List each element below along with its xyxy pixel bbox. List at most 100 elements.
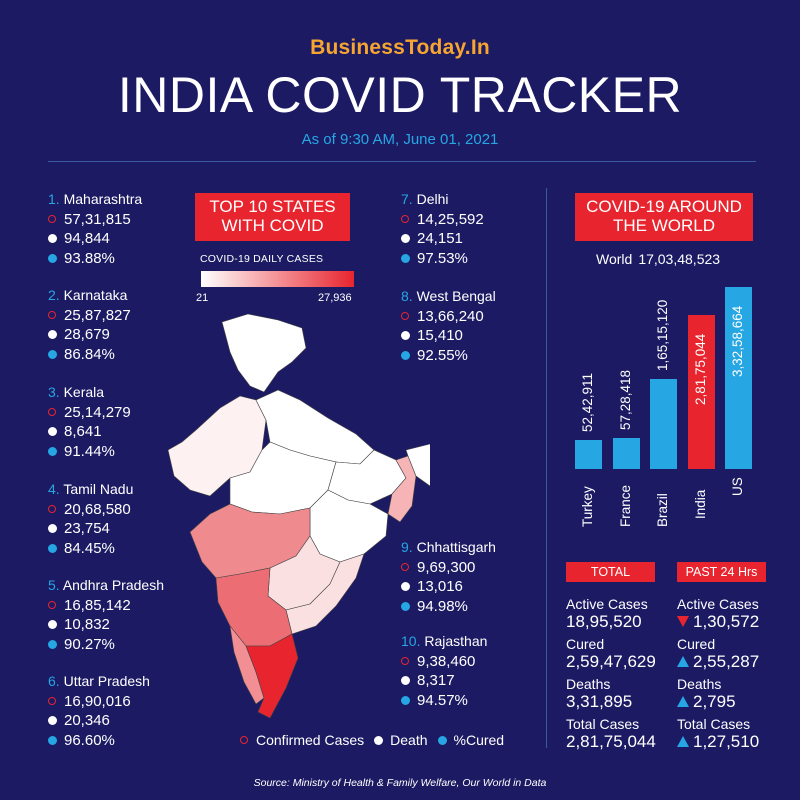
bar-value-label: 2,81,75,044 — [693, 333, 708, 405]
map-region-north — [221, 313, 307, 393]
state-cured: 92.55% — [417, 346, 468, 364]
state-cured: 86.84% — [64, 345, 115, 363]
page-title: INDIA COVID TRACKER — [117, 67, 683, 123]
state-confirmed: 57,31,815 — [64, 210, 131, 228]
legend-cured: %Cured — [453, 732, 505, 748]
up-arrow-icon — [677, 696, 689, 707]
cured-dot-icon — [401, 253, 410, 263]
death-dot-icon — [48, 620, 57, 630]
cured-dot-icon — [401, 695, 410, 705]
state-deaths: 24,151 — [417, 230, 463, 247]
confirmed-ring-icon — [48, 311, 56, 320]
total-active-label: Active Cases — [566, 596, 648, 612]
state-cured: 94.57% — [417, 691, 468, 709]
state-name: Rajasthan — [424, 633, 488, 649]
state-block: 9. Chhattisgarh 9,69,300 13,016 94.98% — [401, 538, 581, 616]
state-name: Delhi — [416, 191, 449, 207]
state-rank: 4. — [48, 481, 60, 497]
up-arrow-icon — [677, 736, 689, 747]
death-dot-icon — [401, 582, 410, 592]
state-deaths: 8,641 — [64, 423, 102, 440]
state-block: 5. Andhra Pradesh 16,85,142 10,832 90.27% — [48, 576, 228, 654]
past24-deaths-value: 2,795 — [693, 692, 736, 711]
world-value: 17,03,48,523 — [638, 251, 721, 267]
map-legend-min: 21 — [196, 292, 209, 304]
state-block: 2. Karnataka 25,87,827 28,679 86.84% — [48, 286, 228, 364]
state-rank: 10. — [401, 633, 421, 649]
state-confirmed: 16,85,142 — [64, 596, 131, 614]
state-block: 7. Delhi 14,25,592 24,151 97.53% — [401, 190, 581, 268]
cured-dot-icon — [48, 639, 57, 649]
bar-us — [725, 287, 752, 469]
world-title-box: COVID-19 AROUND THE WORLD — [575, 193, 753, 241]
state-confirmed: 16,90,016 — [64, 692, 131, 710]
state-confirmed: 9,69,300 — [417, 558, 476, 576]
cured-dot-icon — [437, 735, 447, 745]
state-cured: 97.53% — [417, 249, 468, 267]
state-block: 3. Kerala 25,14,279 8,641 91.44% — [48, 383, 228, 461]
top10-title-box: TOP 10 STATES WITH COVID — [195, 193, 350, 241]
confirmed-ring-icon — [401, 312, 409, 321]
death-dot-icon — [401, 234, 410, 244]
death-dot-icon — [48, 427, 57, 437]
state-rank: 2. — [48, 287, 60, 303]
cured-dot-icon — [48, 446, 57, 456]
bar-category-label: Turkey — [580, 485, 595, 527]
confirmed-ring-icon — [401, 657, 409, 666]
total-header: TOTAL — [566, 562, 655, 582]
cured-dot-icon — [48, 735, 57, 745]
cured-dot-icon — [401, 601, 410, 611]
past24-cases-label: Total Cases — [677, 716, 751, 732]
death-dot-icon — [401, 676, 410, 686]
bar-category-label: US — [730, 477, 745, 497]
state-confirmed: 20,68,580 — [64, 500, 131, 518]
death-dot-icon — [48, 524, 57, 534]
source-note: Source: Ministry of Health & Family Welf… — [253, 777, 547, 789]
confirmed-ring-icon — [48, 505, 56, 514]
death-dot-icon — [401, 331, 410, 341]
world-label: World — [596, 251, 633, 267]
death-dot-icon — [48, 330, 57, 340]
symbol-legend: Confirmed Cases Death %Cured — [240, 732, 514, 748]
past24-column: Active Cases 1,30,572 Cured 2,55,287 Dea… — [677, 596, 759, 752]
state-name: Tamil Nadu — [63, 481, 134, 497]
state-confirmed: 25,14,279 — [64, 403, 131, 421]
confirmed-ring-icon — [401, 215, 409, 224]
india-map — [167, 313, 430, 719]
state-cured: 93.88% — [64, 249, 115, 267]
state-block: 8. West Bengal 13,66,240 15,410 92.55% — [401, 287, 581, 365]
state-deaths: 94,844 — [64, 230, 110, 247]
death-dot-icon — [48, 234, 57, 244]
map-legend-title: COVID-19 DAILY CASES — [200, 253, 324, 265]
up-arrow-icon — [677, 656, 689, 667]
section-divider — [546, 188, 547, 748]
map-legend-gradient — [201, 271, 354, 287]
legend-death: Death — [390, 732, 428, 748]
state-confirmed: 9,38,460 — [417, 652, 476, 670]
past24-active-label: Active Cases — [677, 596, 759, 612]
brand-logo: BusinessToday.In — [310, 36, 490, 59]
total-cured-value: 2,59,47,629 — [566, 652, 656, 671]
confirmed-ring-icon — [48, 601, 56, 610]
bar-category-label: France — [618, 484, 633, 527]
bar-turkey — [575, 440, 602, 469]
state-confirmed: 25,87,827 — [64, 306, 131, 324]
state-deaths: 10,832 — [64, 616, 110, 633]
state-deaths: 28,679 — [64, 326, 110, 343]
total-column: Active Cases 18,95,520 Cured 2,59,47,629… — [566, 596, 656, 752]
death-dot-icon — [48, 716, 57, 726]
total-deaths-label: Deaths — [566, 676, 611, 692]
state-confirmed: 13,66,240 — [417, 307, 484, 325]
confirmed-ring-icon — [48, 215, 56, 224]
state-deaths: 13,016 — [417, 578, 463, 595]
past24-active-value: 1,30,572 — [693, 612, 760, 631]
state-block: 4. Tamil Nadu 20,68,580 23,754 84.45% — [48, 480, 228, 558]
state-rank: 9. — [401, 539, 413, 555]
bar-value-label: 3,32,58,664 — [730, 305, 745, 377]
state-rank: 6. — [48, 673, 60, 689]
state-deaths: 8,317 — [417, 672, 455, 689]
bar-brazil — [650, 379, 677, 469]
state-cured: 94.98% — [417, 597, 468, 615]
state-name: Karnataka — [63, 287, 128, 303]
bar-value-label: 57,28,418 — [618, 369, 633, 430]
